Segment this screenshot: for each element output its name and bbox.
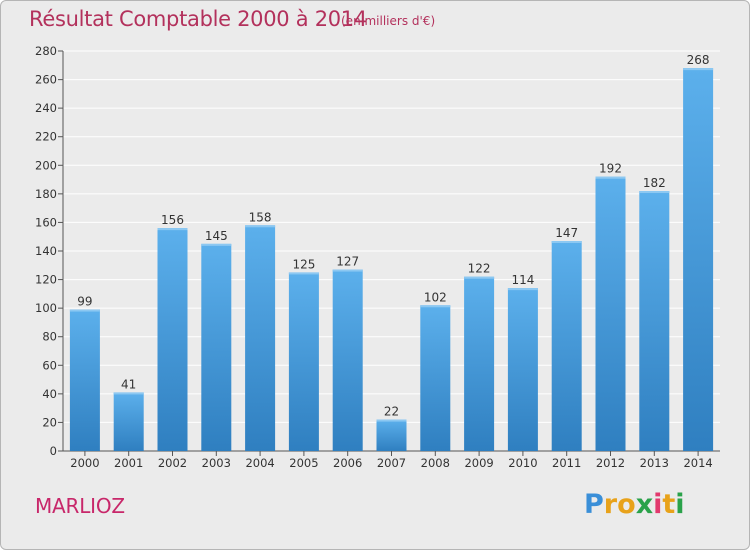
chart-subtitle: (en milliers d'€) — [341, 14, 436, 28]
bar-highlight — [69, 309, 100, 312]
chart-title: Résultat Comptable 2000 à 2014 — [29, 7, 367, 31]
y-tick-label: 0 — [50, 444, 57, 458]
y-tick-label: 160 — [35, 215, 57, 229]
data-label: 182 — [643, 176, 666, 190]
x-tick-label: 2000 — [70, 456, 99, 470]
bar-highlight — [420, 305, 451, 308]
bar — [332, 269, 363, 451]
y-tick-label: 240 — [35, 101, 57, 115]
bar-highlight — [683, 68, 714, 71]
logo-letter: r — [603, 489, 618, 520]
x-tick-label: 2008 — [421, 456, 450, 470]
bar-highlight — [332, 269, 363, 272]
bar — [464, 276, 495, 451]
bar-highlight — [288, 272, 319, 275]
data-label: 125 — [292, 257, 315, 271]
data-label: 114 — [511, 273, 534, 287]
bar-highlight — [245, 225, 276, 228]
bar — [245, 225, 276, 451]
bar-highlight — [464, 276, 495, 279]
x-tick-label: 2011 — [552, 456, 581, 470]
data-label: 99 — [77, 295, 92, 309]
x-tick-label: 2005 — [289, 456, 318, 470]
y-tick-label: 80 — [42, 330, 57, 344]
x-tick-label: 2001 — [114, 456, 143, 470]
bar-highlight — [113, 392, 144, 395]
y-tick-label: 120 — [35, 273, 57, 287]
bar — [420, 305, 451, 451]
bar — [157, 228, 188, 451]
x-tick-label: 2013 — [640, 456, 669, 470]
y-tick-label: 100 — [35, 301, 57, 315]
data-label: 122 — [468, 262, 491, 276]
bar-highlight — [551, 241, 582, 243]
x-tick-label: 2003 — [202, 456, 231, 470]
data-label: 192 — [599, 162, 622, 176]
bar — [683, 68, 714, 452]
bar — [113, 392, 144, 451]
bar-highlight — [507, 288, 538, 291]
data-label: 102 — [424, 290, 447, 304]
x-tick-label: 2007 — [377, 456, 406, 470]
logo-letter: o — [617, 489, 636, 520]
commune-name: MARLIOZ — [35, 494, 125, 518]
logo-letter: i — [675, 489, 685, 520]
bar — [639, 191, 670, 451]
data-label: 147 — [555, 226, 578, 240]
y-tick-label: 200 — [35, 158, 57, 172]
x-tick-label: 2002 — [158, 456, 187, 470]
y-tick-label: 260 — [35, 73, 57, 87]
y-tick-label: 40 — [42, 387, 57, 401]
x-tick-label: 2012 — [596, 456, 625, 470]
bar — [201, 243, 232, 451]
bar — [288, 272, 319, 451]
bar — [551, 241, 582, 451]
data-label: 41 — [121, 377, 136, 391]
x-tick-label: 2010 — [508, 456, 537, 470]
bar-highlight — [157, 228, 188, 231]
x-tick-label: 2009 — [464, 456, 493, 470]
y-tick-label: 60 — [42, 358, 57, 372]
y-tick-label: 180 — [35, 187, 57, 201]
data-label: 127 — [336, 255, 359, 269]
data-label: 156 — [161, 213, 184, 227]
x-tick-label: 2014 — [683, 456, 712, 470]
x-tick-label: 2004 — [245, 456, 274, 470]
bar — [595, 176, 626, 451]
y-tick-label: 140 — [35, 244, 57, 258]
bar-highlight — [201, 243, 232, 246]
logo-letter: t — [662, 489, 676, 520]
data-label: 158 — [249, 210, 272, 224]
bar-highlight — [639, 191, 670, 193]
y-tick-label: 220 — [35, 130, 57, 144]
bar — [69, 309, 100, 451]
data-label: 145 — [205, 229, 228, 243]
proxiti-logo: Proxiti — [584, 489, 685, 520]
logo-letter: i — [653, 489, 663, 520]
data-label: 268 — [687, 53, 710, 67]
bar-highlight — [376, 419, 407, 422]
logo-letter: P — [584, 489, 604, 520]
y-tick-label: 20 — [42, 415, 57, 429]
data-label: 22 — [384, 405, 399, 419]
x-tick-label: 2006 — [333, 456, 362, 470]
bar-highlight — [595, 176, 626, 179]
y-tick-label: 280 — [35, 44, 57, 58]
logo-letter: x — [635, 489, 654, 520]
bar — [507, 288, 538, 451]
bar — [376, 419, 407, 451]
